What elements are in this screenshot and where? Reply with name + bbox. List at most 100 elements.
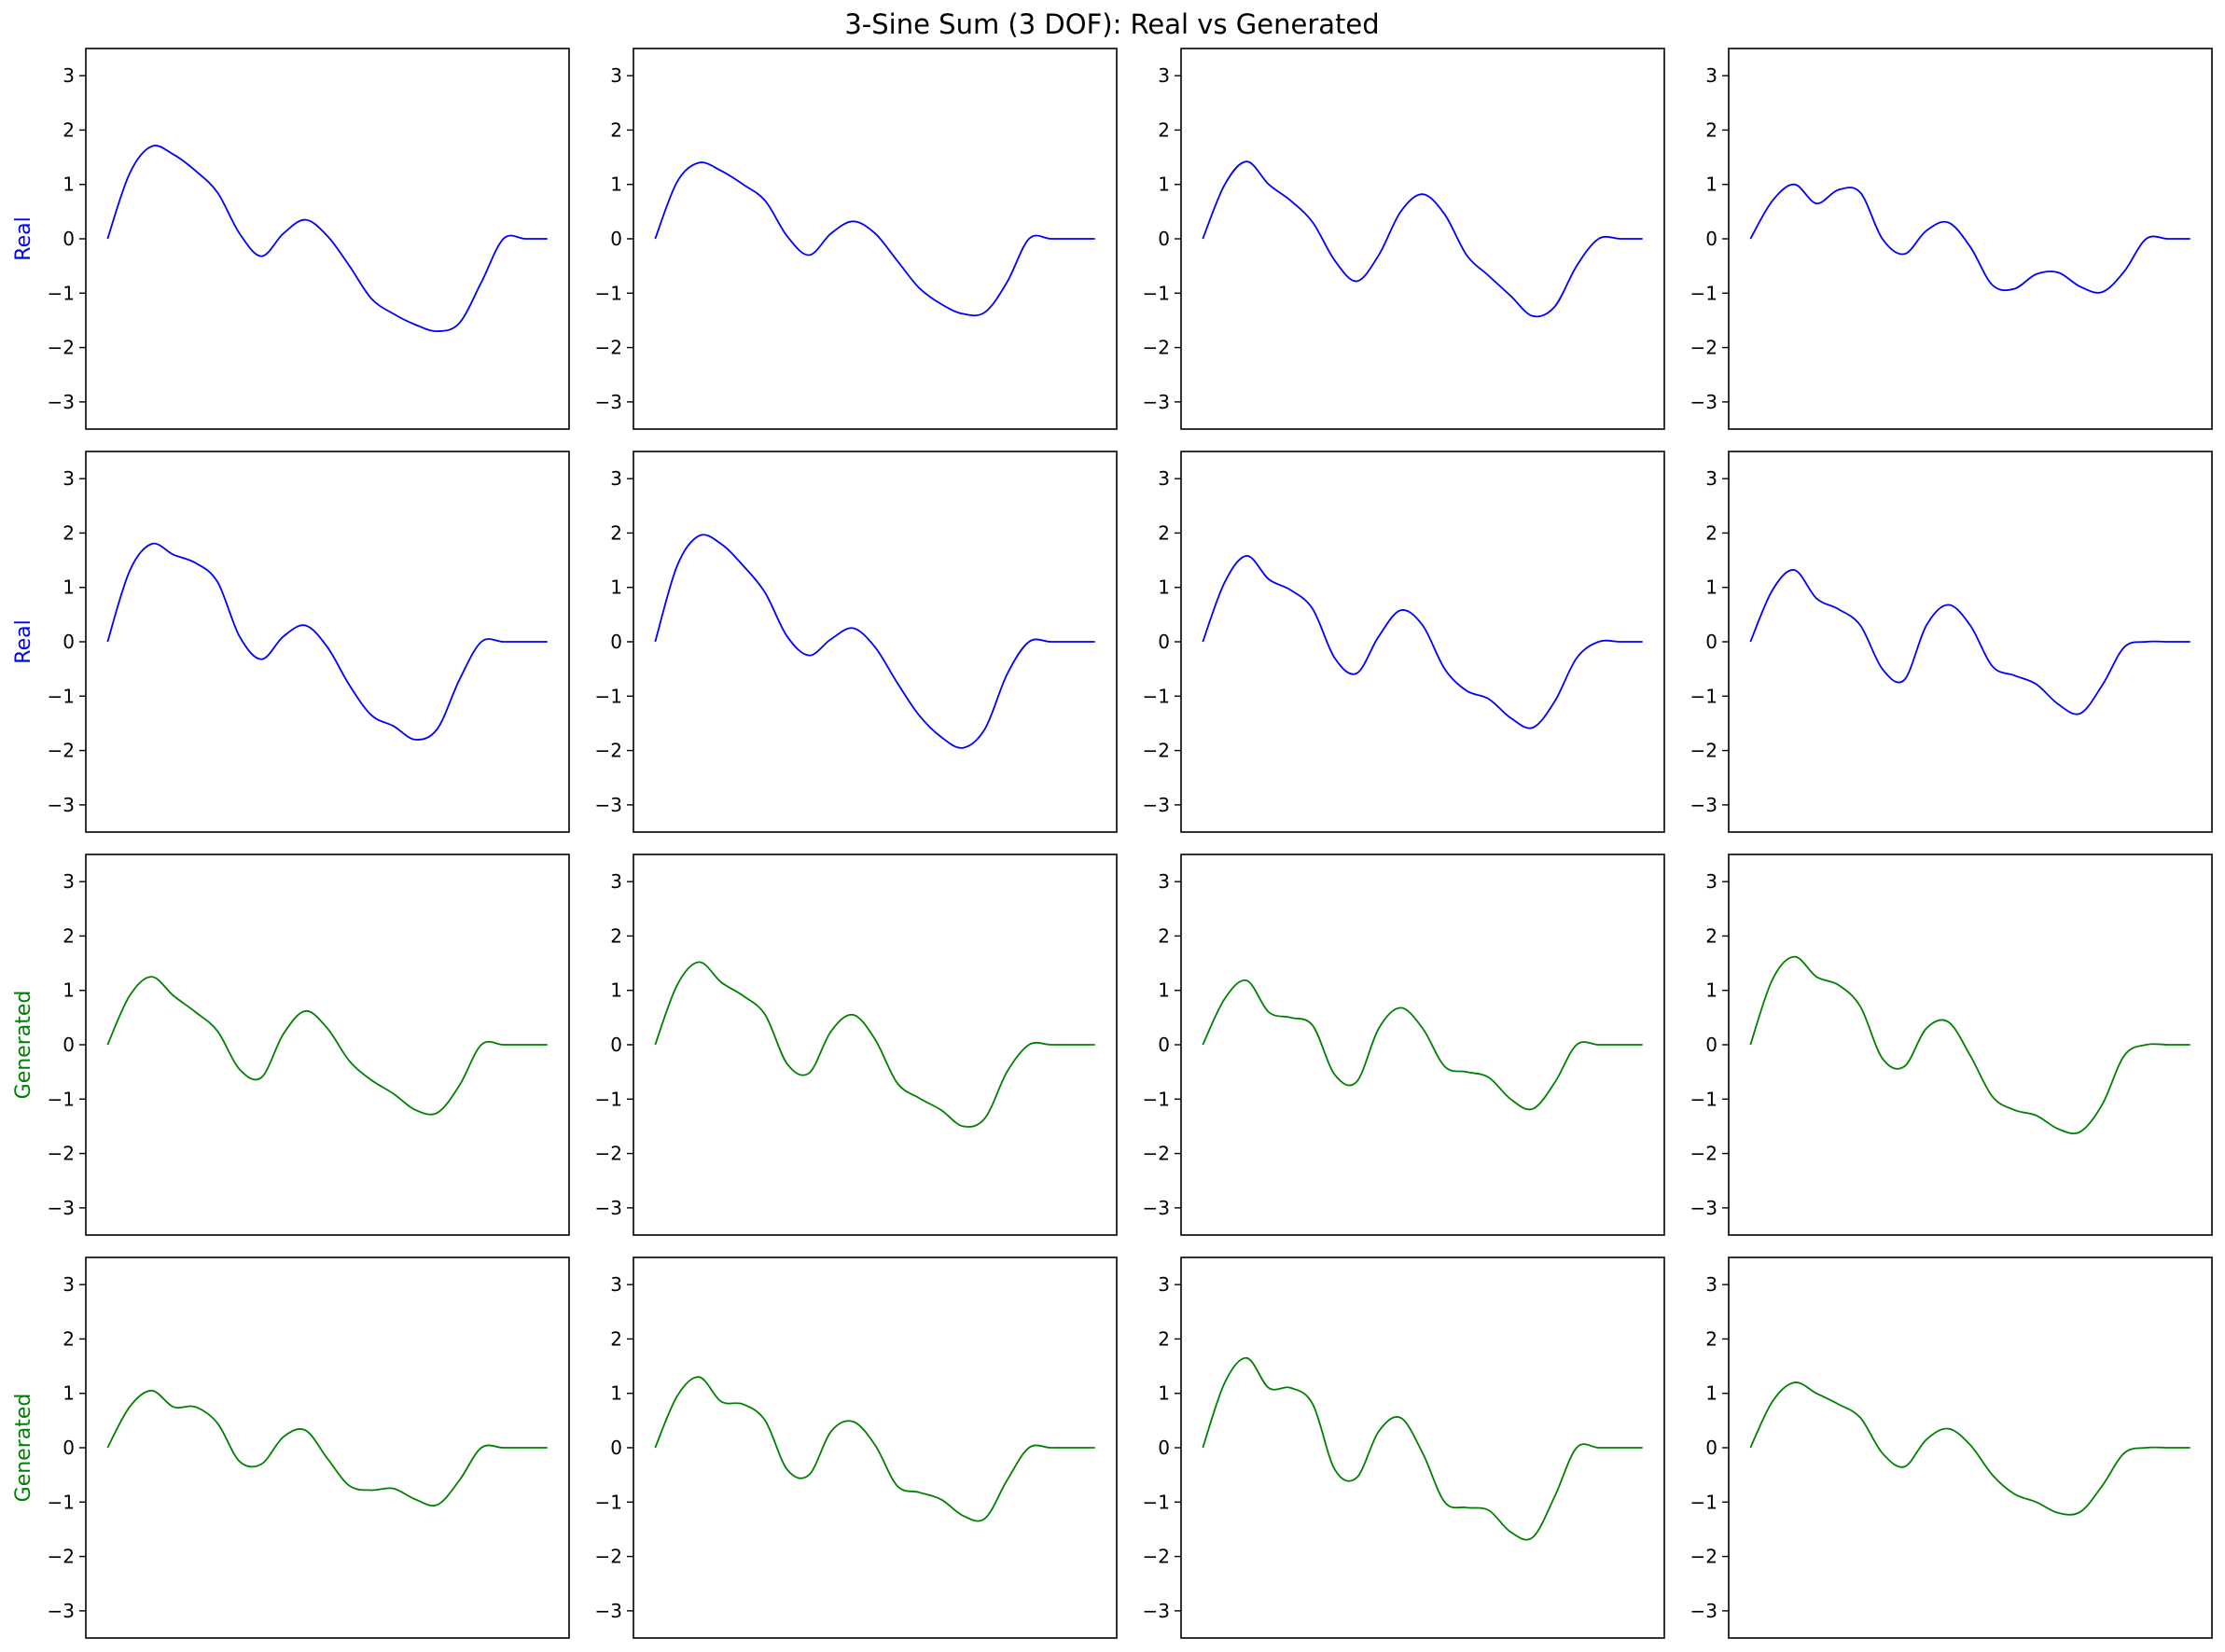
y-tick-label: −2 (1690, 740, 1717, 762)
y-tick-label: 0 (63, 1437, 75, 1459)
y-tick-label: −3 (595, 391, 622, 413)
series-line-generated (1749, 955, 2190, 1134)
y-tick-label: 1 (1705, 576, 1717, 599)
y-tick-label: −3 (48, 1197, 75, 1219)
y-tick-label: 2 (1158, 1327, 1170, 1350)
y-tick-label: 1 (610, 576, 622, 599)
y-tick-label: −3 (48, 391, 75, 413)
y-tick-label: 3 (1158, 467, 1170, 490)
y-tick-label: −2 (1690, 1546, 1717, 1568)
y-tick-label: 0 (1158, 228, 1170, 250)
y-tick-label: 2 (63, 924, 75, 947)
y-tick-label: 2 (63, 118, 75, 141)
y-tick-label: −3 (1143, 391, 1170, 413)
y-tick-label: −1 (1143, 1088, 1170, 1110)
y-tick-label: −3 (1690, 391, 1717, 413)
figure-title: 3-Sine Sum (3 DOF): Real vs Generated (844, 8, 1379, 40)
series-line-real (106, 542, 548, 741)
y-tick-label: 2 (1705, 521, 1717, 544)
y-tick-label: −3 (48, 1600, 75, 1622)
y-tick-label: 1 (1705, 174, 1717, 196)
series-line-generated (654, 961, 1095, 1128)
y-tick-label: 2 (1705, 118, 1717, 141)
row-label: Real (12, 216, 35, 260)
y-tick-label: 2 (1158, 924, 1170, 947)
y-tick-label: −1 (48, 1491, 75, 1513)
y-tick-label: 2 (610, 1327, 622, 1350)
y-tick-label: 2 (1158, 118, 1170, 141)
y-tick-label: 2 (610, 924, 622, 947)
y-tick-label: 0 (610, 1437, 622, 1459)
panel-generated-r3c1: −3 −2 −1 0 1 2 3 Generated (12, 854, 570, 1236)
panel-generated-r4c2: −3 −2 −1 0 1 2 3 (595, 1256, 1118, 1639)
y-tick-label: 0 (1158, 1437, 1170, 1459)
series-line-real (106, 145, 548, 333)
y-tick-label: −2 (1690, 1143, 1717, 1165)
y-tick-label: 1 (1705, 1382, 1717, 1405)
y-tick-label: −1 (1690, 685, 1717, 707)
y-tick-label: 0 (1705, 1034, 1717, 1056)
y-tick-label: 1 (1158, 174, 1170, 196)
y-tick-label: −2 (1690, 337, 1717, 359)
y-tick-label: 3 (610, 64, 622, 87)
y-tick-label: 0 (610, 228, 622, 250)
y-tick-label: 2 (610, 521, 622, 544)
y-tick-label: 3 (1705, 1273, 1717, 1296)
y-tick-label: 2 (610, 118, 622, 141)
y-tick-label: 3 (1158, 1273, 1170, 1296)
y-tick-label: 1 (1158, 1382, 1170, 1405)
y-tick-label: −2 (1143, 740, 1170, 762)
y-tick-label: −1 (1143, 1491, 1170, 1513)
series-line-real (654, 534, 1095, 749)
y-tick-label: −2 (48, 1143, 75, 1165)
y-tick-label: 1 (610, 174, 622, 196)
y-tick-label: −1 (48, 282, 75, 304)
panel-real-r1c4: −3 −2 −1 0 1 2 3 (1690, 48, 2213, 430)
y-tick-label: −1 (595, 1088, 622, 1110)
y-tick-label: −3 (1143, 794, 1170, 816)
y-tick-label: −3 (595, 1600, 622, 1622)
y-tick-label: 3 (63, 870, 75, 893)
y-tick-label: −2 (48, 740, 75, 762)
y-tick-label: −1 (1143, 282, 1170, 304)
y-tick-label: 3 (1158, 64, 1170, 87)
y-tick-label: −1 (595, 282, 622, 304)
panel-real-r1c3: −3 −2 −1 0 1 2 3 (1143, 48, 1665, 430)
y-tick-label: 3 (1705, 870, 1717, 893)
y-tick-label: 2 (1705, 1327, 1717, 1350)
series-line-generated (1749, 1381, 2190, 1516)
y-tick-label: 3 (63, 467, 75, 490)
row-label: Generated (12, 1394, 35, 1503)
panel-generated-r3c4: −3 −2 −1 0 1 2 3 (1690, 854, 2213, 1236)
y-tick-label: −1 (1690, 1491, 1717, 1513)
y-tick-label: 0 (1705, 1437, 1717, 1459)
y-tick-label: −3 (48, 794, 75, 816)
series-line-real (1749, 569, 2190, 715)
y-tick-label: 3 (610, 467, 622, 490)
y-tick-label: 1 (63, 1382, 75, 1405)
panel-real-r1c1: −3 −2 −1 0 1 2 3 Real (12, 48, 570, 430)
y-tick-label: −2 (48, 337, 75, 359)
y-tick-label: 1 (1158, 576, 1170, 599)
y-tick-label: 1 (63, 979, 75, 1002)
y-tick-label: 0 (1158, 1034, 1170, 1056)
y-tick-label: 0 (63, 228, 75, 250)
series-line-real (654, 161, 1095, 317)
y-tick-label: 3 (1705, 467, 1717, 490)
y-tick-label: 0 (610, 1034, 622, 1056)
y-tick-label: 0 (63, 1034, 75, 1056)
y-tick-label: 3 (1158, 870, 1170, 893)
y-tick-label: −3 (595, 794, 622, 816)
y-tick-label: 1 (1158, 979, 1170, 1002)
series-line-generated (654, 1376, 1095, 1522)
y-tick-label: −2 (48, 1546, 75, 1568)
y-tick-label: 0 (1705, 631, 1717, 653)
y-tick-label: 0 (1705, 228, 1717, 250)
y-tick-label: 2 (1705, 924, 1717, 947)
y-tick-label: 1 (610, 979, 622, 1002)
y-tick-label: −1 (595, 1491, 622, 1513)
panel-generated-r4c1: −3 −2 −1 0 1 2 3 Generated (12, 1256, 570, 1639)
y-tick-label: 0 (1158, 631, 1170, 653)
series-line-generated (1202, 1356, 1643, 1541)
